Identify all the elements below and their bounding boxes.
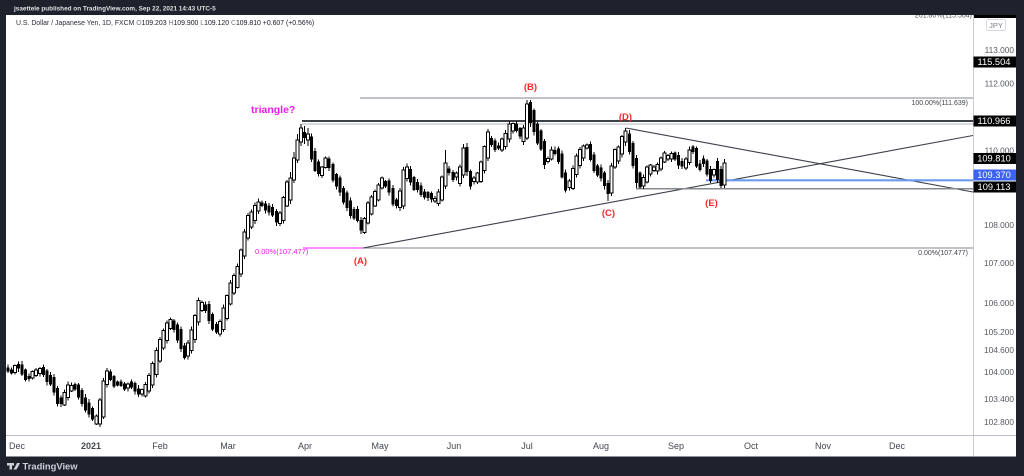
svg-text:105.200: 105.200 [984,327,1014,337]
svg-text:May: May [371,441,389,451]
svg-text:jsaettele published on Trading: jsaettele published on TradingView.com, … [13,5,216,12]
svg-text:Oct: Oct [744,441,759,451]
svg-text:Dec: Dec [9,441,26,451]
svg-text:106.000: 106.000 [984,298,1014,308]
svg-text:Mar: Mar [220,441,236,451]
svg-text:110.000: 110.000 [985,146,1015,156]
svg-text:Dec: Dec [889,441,906,451]
svg-text:U.S. Dollar / Japanese Yen, 1D: U.S. Dollar / Japanese Yen, 1D, FXCM O10… [16,20,314,27]
svg-text:(C): (C) [602,208,615,219]
svg-text:115.504: 115.504 [978,57,1011,67]
svg-text:107.000: 107.000 [984,258,1014,268]
svg-text:Jun: Jun [447,441,462,451]
svg-text:(A): (A) [354,256,367,267]
svg-text:Jul: Jul [521,441,533,451]
svg-text:109.370: 109.370 [977,170,1011,180]
svg-text:0.00%(107.477): 0.00%(107.477) [918,250,968,257]
svg-text:102.800: 102.800 [984,417,1014,427]
svg-text:108.000: 108.000 [984,220,1014,230]
svg-text:(D): (D) [619,112,632,123]
svg-text:261.80%(115.504): 261.80%(115.504) [915,13,972,20]
svg-text:Sep: Sep [668,441,684,451]
svg-text:TradingView: TradingView [23,460,79,471]
svg-text:109.113: 109.113 [978,182,1011,192]
svg-text:Aug: Aug [593,441,609,451]
svg-text:(E): (E) [705,198,718,209]
svg-text:Nov: Nov [815,441,832,451]
svg-text:113.000: 113.000 [985,45,1015,55]
svg-text:2021: 2021 [81,441,101,451]
svg-text:104.000: 104.000 [984,367,1014,377]
svg-text:100.00%(111.639): 100.00%(111.639) [911,100,968,107]
svg-text:triangle?: triangle? [251,104,295,116]
svg-text:112.000: 112.000 [985,79,1015,89]
svg-text:(B): (B) [524,82,537,93]
svg-text:Feb: Feb [152,441,168,451]
svg-text:110.966: 110.966 [978,116,1011,126]
svg-text:Apr: Apr [298,441,312,451]
svg-text:0.00%(107.477): 0.00%(107.477) [255,247,309,256]
svg-text:JPY: JPY [989,21,1003,30]
svg-text:109.810: 109.810 [977,154,1011,164]
svg-text:104.600: 104.600 [984,345,1014,355]
svg-text:103.400: 103.400 [984,394,1014,404]
